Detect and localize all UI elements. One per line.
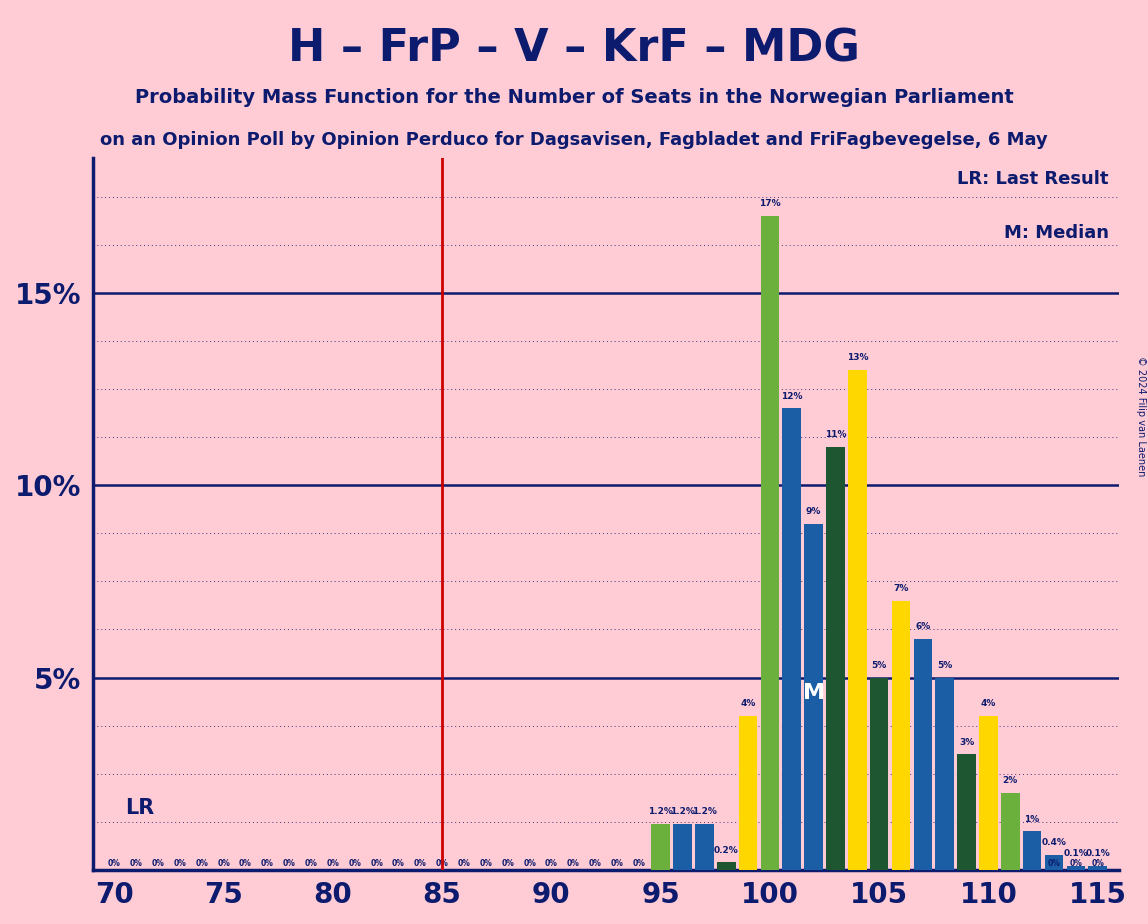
Text: 7%: 7%: [893, 584, 909, 593]
Text: 0%: 0%: [173, 859, 186, 868]
Text: M: M: [802, 683, 824, 703]
Text: 0%: 0%: [130, 859, 142, 868]
Text: 0%: 0%: [633, 859, 645, 868]
Text: 11%: 11%: [824, 430, 846, 439]
Text: 6%: 6%: [915, 623, 931, 631]
Text: 17%: 17%: [759, 200, 781, 208]
Bar: [1066, 866, 1085, 869]
Text: 2%: 2%: [1002, 776, 1018, 785]
Text: 0%: 0%: [567, 859, 580, 868]
Text: 3%: 3%: [959, 737, 975, 747]
Bar: [892, 601, 910, 869]
Text: 9%: 9%: [806, 507, 821, 516]
Text: 0%: 0%: [480, 859, 492, 868]
Text: 0%: 0%: [282, 859, 296, 868]
Text: 0%: 0%: [195, 859, 208, 868]
Text: 1%: 1%: [1024, 815, 1040, 823]
Text: 1.2%: 1.2%: [649, 807, 673, 816]
Text: H – FrP – V – KrF – MDG: H – FrP – V – KrF – MDG: [288, 28, 860, 71]
Text: 0%: 0%: [152, 859, 164, 868]
Text: 0%: 0%: [326, 859, 340, 868]
Text: 0.1%: 0.1%: [1063, 849, 1088, 858]
Text: 0%: 0%: [393, 859, 405, 868]
Text: 0%: 0%: [545, 859, 558, 868]
Text: 0%: 0%: [304, 859, 318, 868]
Text: 5%: 5%: [937, 661, 953, 670]
Text: 0%: 0%: [217, 859, 230, 868]
Bar: [695, 823, 714, 869]
Text: 0%: 0%: [523, 859, 536, 868]
Bar: [848, 370, 867, 869]
Bar: [673, 823, 692, 869]
Bar: [718, 862, 736, 869]
Text: 0%: 0%: [108, 859, 121, 868]
Bar: [1023, 832, 1041, 869]
Text: 13%: 13%: [846, 353, 868, 362]
Bar: [739, 716, 758, 869]
Bar: [651, 823, 670, 869]
Text: 0%: 0%: [348, 859, 362, 868]
Bar: [914, 639, 932, 869]
Text: 0%: 0%: [1047, 859, 1061, 868]
Text: 1.2%: 1.2%: [670, 807, 695, 816]
Bar: [1045, 855, 1063, 869]
Text: Probability Mass Function for the Number of Seats in the Norwegian Parliament: Probability Mass Function for the Number…: [134, 88, 1014, 107]
Text: 4%: 4%: [740, 699, 755, 709]
Text: 12%: 12%: [781, 392, 802, 401]
Text: 0.2%: 0.2%: [714, 845, 738, 855]
Bar: [805, 524, 823, 869]
Text: 0%: 0%: [370, 859, 383, 868]
Text: 0%: 0%: [436, 859, 449, 868]
Text: 0%: 0%: [611, 859, 623, 868]
Text: 0%: 0%: [502, 859, 514, 868]
Text: LR: LR: [125, 798, 155, 819]
Text: 0%: 0%: [589, 859, 602, 868]
Text: 0%: 0%: [458, 859, 471, 868]
Text: 1.2%: 1.2%: [692, 807, 716, 816]
Text: on an Opinion Poll by Opinion Perduco for Dagsavisen, Fagbladet and FriFagbevege: on an Opinion Poll by Opinion Perduco fo…: [100, 131, 1048, 149]
Bar: [979, 716, 998, 869]
Bar: [870, 677, 889, 869]
Text: 0%: 0%: [414, 859, 427, 868]
Text: 0.4%: 0.4%: [1041, 838, 1066, 846]
Text: LR: Last Result: LR: Last Result: [957, 170, 1109, 188]
Text: © 2024 Filip van Laenen: © 2024 Filip van Laenen: [1135, 356, 1146, 476]
Bar: [1088, 866, 1107, 869]
Bar: [783, 408, 801, 869]
Text: M: Median: M: Median: [1003, 224, 1109, 241]
Text: 5%: 5%: [871, 661, 886, 670]
Bar: [1001, 793, 1019, 869]
Bar: [957, 755, 976, 869]
Text: 0%: 0%: [261, 859, 274, 868]
Text: 4%: 4%: [980, 699, 996, 709]
Text: 0.1%: 0.1%: [1085, 849, 1110, 858]
Text: 0%: 0%: [1092, 859, 1104, 868]
Bar: [761, 216, 779, 869]
Text: 0%: 0%: [1069, 859, 1083, 868]
Text: 0%: 0%: [239, 859, 253, 868]
Bar: [827, 446, 845, 869]
Bar: [936, 677, 954, 869]
